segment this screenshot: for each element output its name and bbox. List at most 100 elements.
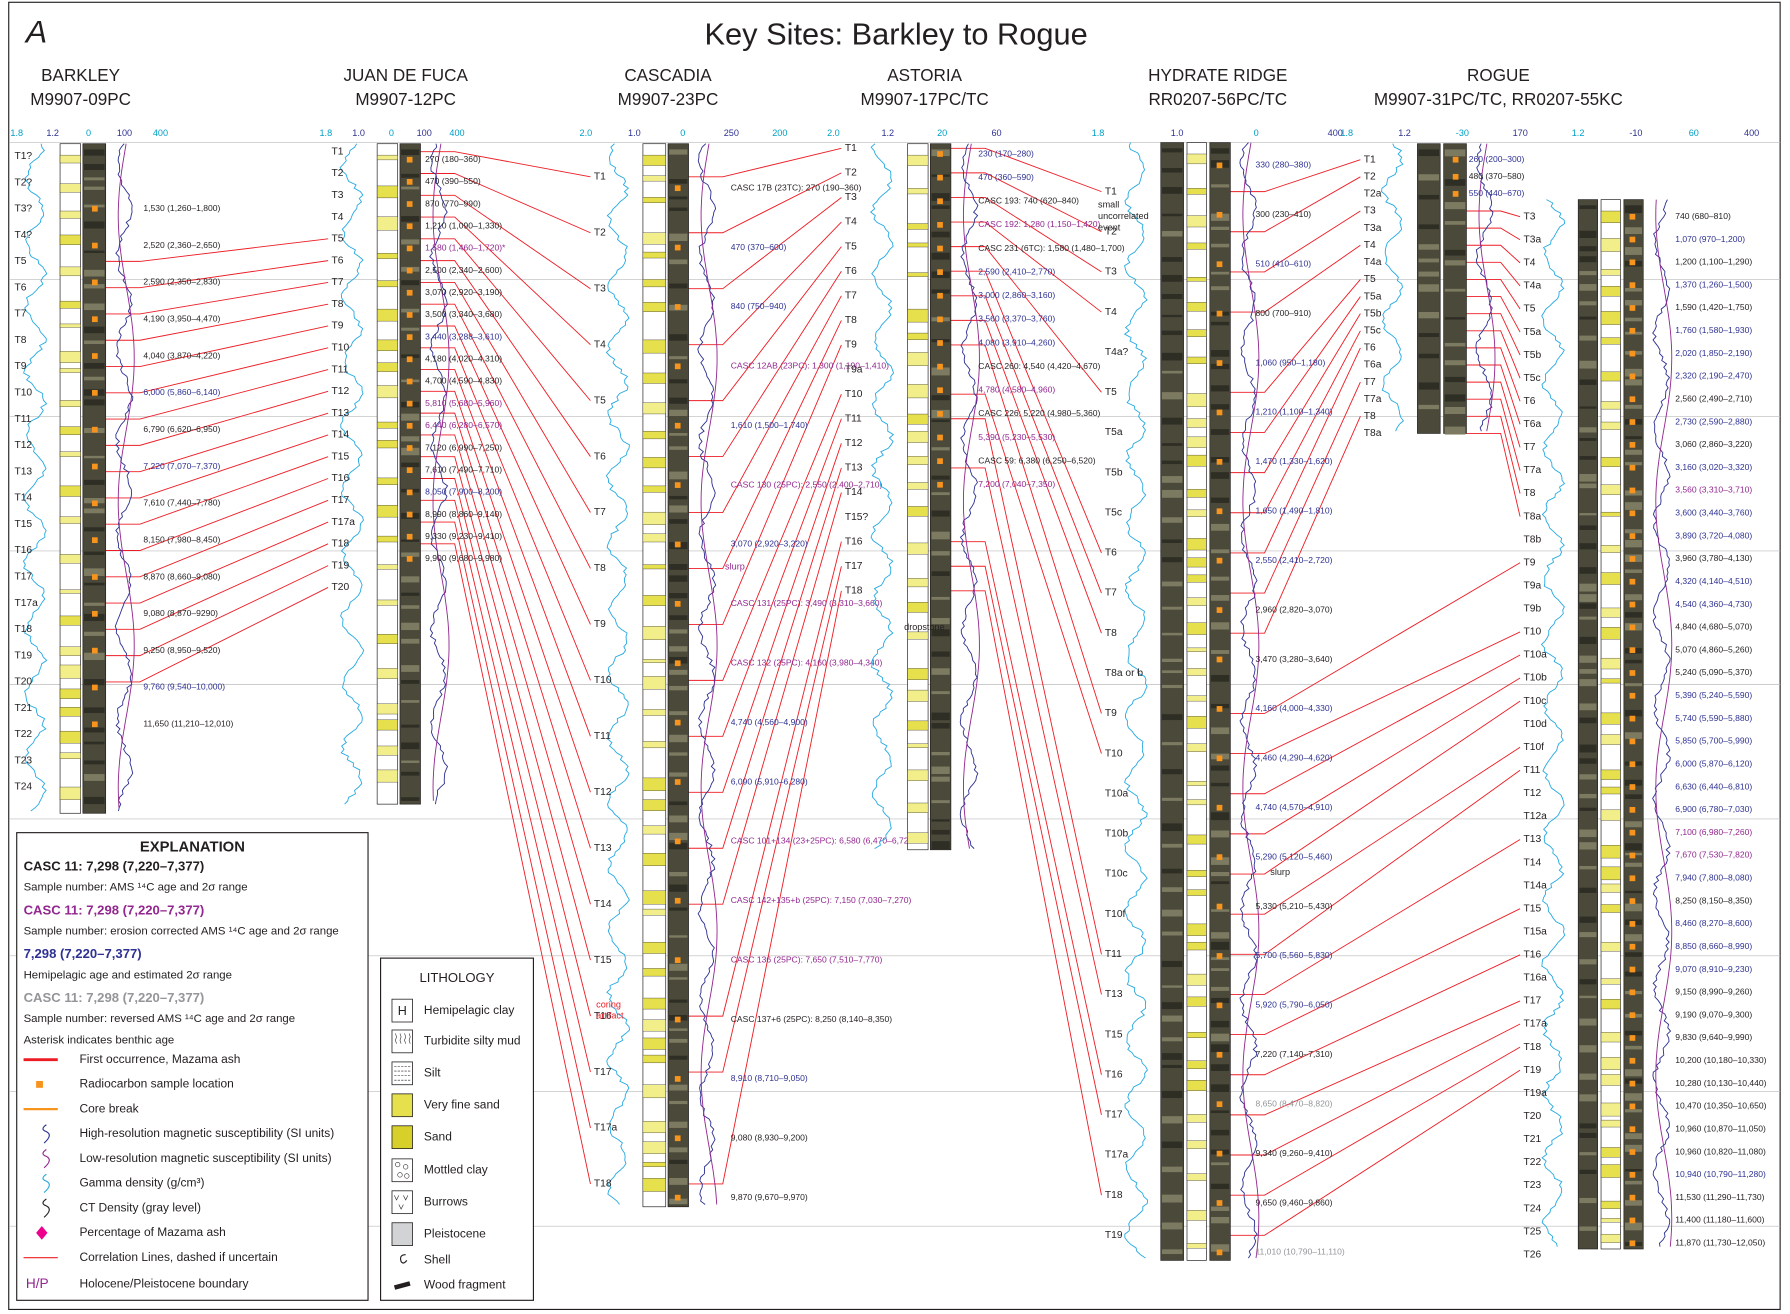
photo-band bbox=[1210, 932, 1230, 939]
correlation-line bbox=[1230, 839, 1521, 995]
turbidite-label: T5a bbox=[1523, 327, 1541, 338]
annotation: slurp bbox=[725, 561, 745, 571]
magnetic-curve bbox=[697, 143, 717, 1205]
scale-label: 100 bbox=[417, 128, 432, 138]
turbidite-label: T3 bbox=[845, 192, 857, 203]
turbidite-label: T2? bbox=[14, 177, 32, 188]
sand-bed bbox=[1600, 269, 1621, 276]
photo-band bbox=[401, 447, 420, 456]
photo-band bbox=[1579, 995, 1597, 999]
correlation-line bbox=[688, 541, 842, 1017]
photo-band bbox=[931, 841, 950, 849]
age-label: 1,060 (950–1,180) bbox=[1255, 357, 1325, 367]
sand-bed bbox=[642, 941, 666, 954]
lithology-label: Silt bbox=[424, 1065, 441, 1079]
sand-bed bbox=[642, 279, 666, 288]
radiocarbon-sample bbox=[1216, 903, 1223, 910]
turbidite-label: T18 bbox=[594, 1179, 612, 1190]
photo-band bbox=[1161, 960, 1183, 968]
photo-band bbox=[1161, 187, 1183, 194]
photo-band bbox=[1161, 274, 1183, 282]
turbidite-label: T22 bbox=[1523, 1157, 1541, 1168]
correlation-line bbox=[1466, 415, 1521, 494]
photo-band bbox=[1579, 335, 1597, 341]
radiocarbon-sample bbox=[1629, 350, 1636, 357]
age-label: 550 (440–670) bbox=[1469, 188, 1525, 198]
sand-bed bbox=[642, 485, 666, 493]
sand-bed bbox=[642, 302, 666, 312]
photo-band bbox=[669, 711, 688, 716]
sand-bed bbox=[59, 786, 81, 800]
legend-note: Asterisk indicates benthic age bbox=[24, 1034, 175, 1046]
photo-band bbox=[1579, 1094, 1597, 1102]
age-label: 3,440 (3,288–3,610) bbox=[425, 331, 502, 341]
turbidite-label: T6 bbox=[1364, 343, 1376, 354]
age-label: 3,070 (2,920–3,220) bbox=[731, 539, 808, 549]
photo-band bbox=[931, 800, 950, 804]
lithology-label: Wood fragment bbox=[424, 1278, 506, 1292]
turbidite-label: T13 bbox=[594, 843, 612, 854]
photo-band bbox=[1210, 782, 1230, 787]
radiocarbon-sample bbox=[674, 422, 681, 429]
sand-bed bbox=[376, 703, 398, 715]
correlation-line bbox=[105, 303, 329, 341]
correlation-line bbox=[1466, 313, 1521, 356]
sand-bed bbox=[376, 505, 398, 518]
radiocarbon-sample bbox=[406, 267, 413, 274]
sand-bed bbox=[1600, 401, 1621, 410]
turbidite-label: T14 bbox=[14, 493, 32, 504]
turbidite-label: T5c bbox=[1523, 373, 1540, 384]
photo-band bbox=[931, 751, 950, 756]
photo-band bbox=[401, 638, 420, 644]
age-label: CASC 136 (25PC): 7,650 (7,510–7,770) bbox=[731, 954, 883, 964]
sand-bed bbox=[1186, 668, 1207, 676]
sand-bed bbox=[1186, 834, 1207, 845]
turbidite-label: T10 bbox=[594, 675, 612, 686]
photo-band bbox=[1579, 525, 1597, 530]
photo-band bbox=[669, 1121, 688, 1128]
photo-band bbox=[1418, 271, 1440, 277]
correlation-line bbox=[1230, 954, 1521, 1076]
scale-label: 0 bbox=[1254, 128, 1259, 138]
sand-bed bbox=[376, 535, 398, 543]
sand-bed bbox=[907, 802, 929, 813]
sand-bed bbox=[1186, 153, 1207, 165]
radiocarbon-sample bbox=[674, 838, 681, 845]
age-label: CASC 131 (25PC): 3,490 (3,310–3,660) bbox=[731, 598, 883, 608]
photo-band bbox=[1210, 549, 1230, 554]
age-label: 10,280 (10,130–10,440) bbox=[1675, 1078, 1766, 1088]
sand-bed bbox=[1186, 329, 1207, 337]
photo-band bbox=[84, 163, 105, 171]
swatch-pattern bbox=[404, 1173, 410, 1179]
sand-bed bbox=[1186, 647, 1207, 652]
turbidite-label: T11 bbox=[332, 364, 349, 375]
photo-band bbox=[1418, 311, 1440, 319]
gamma-curve bbox=[339, 143, 365, 805]
photo-band bbox=[1161, 1015, 1183, 1022]
photo-band bbox=[669, 977, 688, 980]
turbidite-label: T10 bbox=[332, 342, 350, 353]
photo-band bbox=[84, 362, 105, 369]
radiocarbon-sample bbox=[92, 390, 98, 396]
age-label: 740 (680–810) bbox=[1675, 211, 1731, 221]
sand-bed bbox=[642, 197, 666, 203]
turbidite-label: T10f bbox=[1105, 909, 1126, 920]
turbidite-label: T24 bbox=[14, 782, 32, 793]
lithology-label: Turbidite silty mud bbox=[424, 1034, 521, 1048]
sand-bed bbox=[1186, 1140, 1207, 1149]
radiocarbon-sample bbox=[1629, 419, 1636, 425]
photo-band bbox=[401, 462, 420, 468]
photo-band bbox=[1625, 1045, 1643, 1050]
photo-band bbox=[84, 527, 105, 532]
sand-bed bbox=[1186, 574, 1207, 583]
turbidite-label: T12 bbox=[14, 440, 32, 451]
age-label: 8,050 (7,900–8,200) bbox=[425, 487, 502, 497]
sand-bed bbox=[1186, 302, 1207, 312]
correlation-lines bbox=[105, 147, 1521, 1236]
core-photo bbox=[1623, 199, 1644, 1250]
sand-bed bbox=[376, 668, 398, 679]
photo-band bbox=[1161, 1002, 1183, 1010]
age-label: CASC 226: 5,220 (4,980–5,360) bbox=[978, 408, 1100, 418]
correlation-line bbox=[1466, 296, 1521, 333]
correlation-line bbox=[950, 344, 1102, 714]
